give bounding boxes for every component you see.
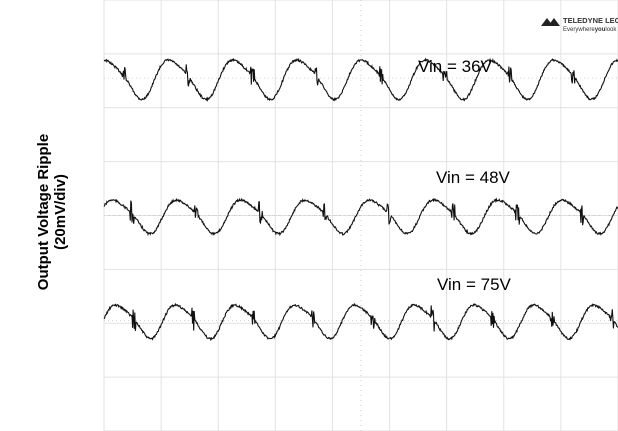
ripple-trace-3 — [103, 302, 618, 342]
trace-label-36v: Vin = 36V — [418, 57, 493, 76]
logo-mark-icon-2 — [548, 18, 560, 26]
waveform-traces — [103, 57, 618, 342]
trace-label-75v: Vin = 75V — [437, 275, 512, 294]
trace-labels: Vin = 36V Vin = 48V Vin = 75V — [418, 57, 512, 294]
logo-brand: TELEDYNE LECROY — [563, 16, 618, 25]
trace-label-48v: Vin = 48V — [436, 168, 511, 187]
teledyne-lecroy-logo: TELEDYNE LECROY Everywhereyoulook — [541, 16, 618, 33]
logo-tagline: Everywhereyoulook — [563, 27, 617, 33]
ripple-trace-1 — [103, 57, 618, 103]
ripple-trace-2 — [103, 197, 618, 237]
